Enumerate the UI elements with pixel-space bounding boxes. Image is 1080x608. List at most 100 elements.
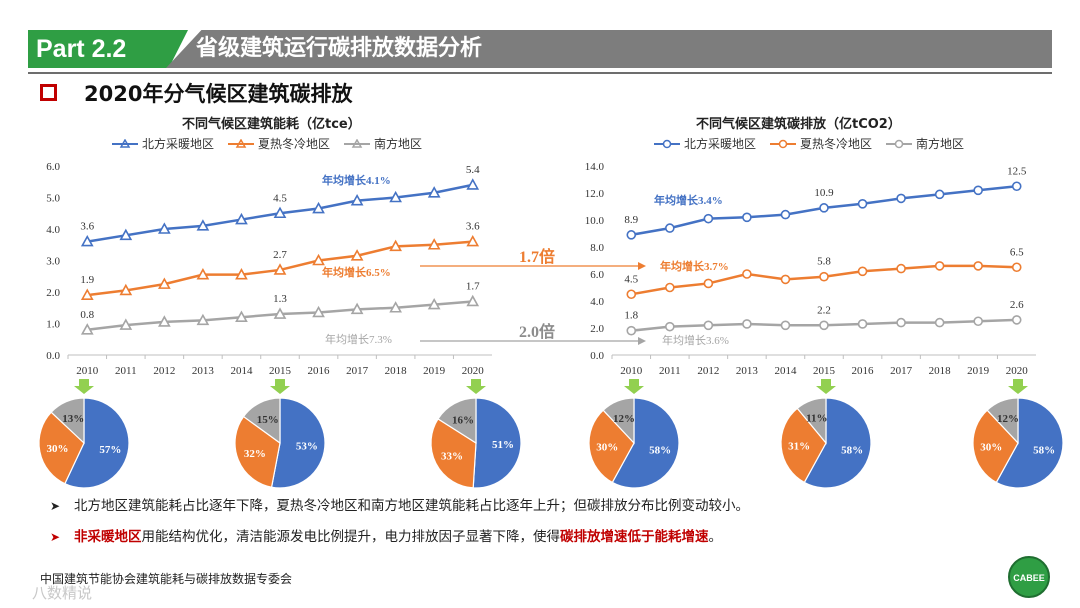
bullet-2-highlight-1: 非采暖地区 bbox=[74, 529, 142, 545]
data-point bbox=[427, 238, 441, 250]
x-tick-label: 2017 bbox=[890, 365, 913, 377]
legend-south-circle-icon bbox=[886, 139, 913, 148]
y-tick-label: 8.0 bbox=[590, 242, 604, 254]
ratio-arrowhead-2 bbox=[638, 337, 646, 345]
data-point bbox=[742, 319, 752, 329]
data-point bbox=[857, 199, 868, 209]
x-tick-label: 2020 bbox=[1006, 365, 1029, 377]
pie-label: 58% bbox=[649, 445, 671, 457]
x-tick-label: 2016 bbox=[308, 365, 331, 377]
data-point bbox=[427, 186, 441, 198]
growth-annotation: 年均增长6.5% bbox=[322, 265, 391, 279]
pie-slice-0 bbox=[472, 397, 522, 489]
y-tick-label: 4.0 bbox=[590, 296, 604, 308]
down-arrow-icon bbox=[816, 379, 836, 394]
data-point bbox=[703, 320, 714, 331]
pie-slice-2 bbox=[50, 397, 85, 445]
data-point bbox=[273, 263, 287, 275]
data-point bbox=[350, 302, 364, 315]
x-tick-label: 2010 bbox=[76, 365, 99, 377]
bullet-2-highlight-2: 碳排放增速低于能耗增速 bbox=[560, 529, 709, 545]
legend-north-2: 北方采暖地区 bbox=[654, 135, 756, 152]
legend-north-circle-icon bbox=[654, 139, 680, 148]
data-point bbox=[235, 310, 248, 323]
data-point bbox=[934, 189, 945, 200]
data-point bbox=[466, 294, 480, 307]
data-point bbox=[626, 230, 637, 240]
data-point bbox=[626, 325, 637, 336]
data-point bbox=[665, 223, 675, 233]
carbon-chart-legend: 北方采暖地区 夏热冬冷地区 南方地区 bbox=[654, 135, 964, 152]
data-point bbox=[934, 317, 945, 328]
down-arrow-icon bbox=[74, 379, 94, 394]
pie-label: 11% bbox=[806, 413, 827, 425]
growth-annotation: 年均增长3.7% bbox=[660, 259, 729, 273]
legend-hot: 夏热冬冷地区 bbox=[228, 135, 330, 152]
x-tick-label: 2015 bbox=[813, 365, 836, 377]
data-point bbox=[235, 268, 248, 280]
page-title: 省级建筑运行碳排放数据分析 bbox=[166, 30, 1052, 68]
pie-label: 32% bbox=[244, 448, 266, 460]
section-title: 2020年分气候区建筑碳排放 bbox=[84, 82, 353, 106]
data-label: 5.4 bbox=[466, 164, 480, 176]
bullet-2: ➤ 非采暖地区用能结构优化，清洁能源发电比例提升，电力排放因子显著下降，使得碳排… bbox=[50, 528, 749, 546]
x-tick-label: 2016 bbox=[852, 365, 875, 377]
pie-label: 51% bbox=[492, 439, 514, 451]
x-tick-label: 2014 bbox=[774, 365, 797, 377]
data-point bbox=[312, 201, 325, 214]
pie-slice-2 bbox=[437, 397, 477, 445]
down-arrow-icon bbox=[466, 379, 486, 394]
growth-annotation: 年均增长3.4% bbox=[654, 193, 723, 207]
pie-label: 16% bbox=[452, 414, 474, 426]
data-point bbox=[350, 194, 364, 206]
data-point bbox=[934, 261, 945, 271]
x-tick-label: 2011 bbox=[659, 365, 681, 377]
x-tick-label: 2013 bbox=[192, 365, 215, 377]
bullet-1-text: 北方地区建筑能耗占比逐年下降，夏热冬冷地区和南方地区建筑能耗占比逐年上升；但碳排… bbox=[74, 498, 749, 514]
pie-label: 13% bbox=[62, 413, 84, 425]
down-arrow-icon bbox=[270, 379, 290, 394]
data-point bbox=[819, 320, 829, 331]
growth-annotation: 年均增长3.6% bbox=[662, 333, 729, 347]
data-point bbox=[80, 323, 94, 335]
x-tick-label: 2020 bbox=[462, 365, 485, 377]
watermark: 八数精说 bbox=[32, 584, 93, 602]
y-tick-label: 5.0 bbox=[46, 193, 60, 205]
x-tick-label: 2014 bbox=[230, 365, 253, 377]
header-bar: Part 2.2 省级建筑运行碳排放数据分析 bbox=[28, 30, 1052, 68]
data-point bbox=[742, 212, 752, 223]
pie-label: 31% bbox=[788, 441, 810, 453]
data-point bbox=[819, 271, 829, 282]
pie-slice-1 bbox=[234, 415, 281, 488]
legend-south-label-2: 南方地区 bbox=[916, 137, 965, 151]
data-point bbox=[973, 261, 983, 271]
pie-label: 30% bbox=[596, 441, 618, 453]
pie-label: 33% bbox=[441, 450, 463, 462]
pie-label: 15% bbox=[257, 414, 279, 426]
data-point bbox=[273, 307, 287, 319]
data-point bbox=[158, 277, 171, 289]
y-tick-label: 2.0 bbox=[590, 323, 604, 335]
data-point bbox=[665, 321, 675, 332]
bullet-list: ➤ 北方地区建筑能耗占比逐年下降，夏热冬冷地区和南方地区建筑能耗占比逐年上升；但… bbox=[50, 497, 749, 559]
y-tick-label: 14.0 bbox=[585, 161, 605, 173]
pie-slice-1 bbox=[588, 409, 635, 484]
pie-slice-2 bbox=[242, 397, 281, 445]
x-tick-label: 2012 bbox=[153, 365, 175, 377]
data-point bbox=[350, 249, 364, 261]
pie-label: 30% bbox=[46, 443, 68, 455]
data-point bbox=[857, 266, 868, 277]
energy-chart-legend: 北方采暖地区 夏热冬冷地区 南方地区 bbox=[112, 135, 422, 152]
legend-hot-label-2: 夏热冬冷地区 bbox=[800, 137, 873, 151]
data-label: 2.6 bbox=[1010, 299, 1024, 311]
data-point bbox=[896, 193, 906, 204]
y-tick-label: 0.0 bbox=[46, 350, 60, 362]
data-point bbox=[857, 319, 868, 329]
data-point bbox=[158, 315, 171, 327]
data-point bbox=[742, 269, 752, 279]
data-point bbox=[896, 317, 906, 328]
pie-slice-0 bbox=[803, 397, 872, 489]
pie-slice-0 bbox=[995, 397, 1064, 489]
pie-label: 58% bbox=[1033, 445, 1055, 457]
pie-slice-1 bbox=[38, 411, 85, 485]
